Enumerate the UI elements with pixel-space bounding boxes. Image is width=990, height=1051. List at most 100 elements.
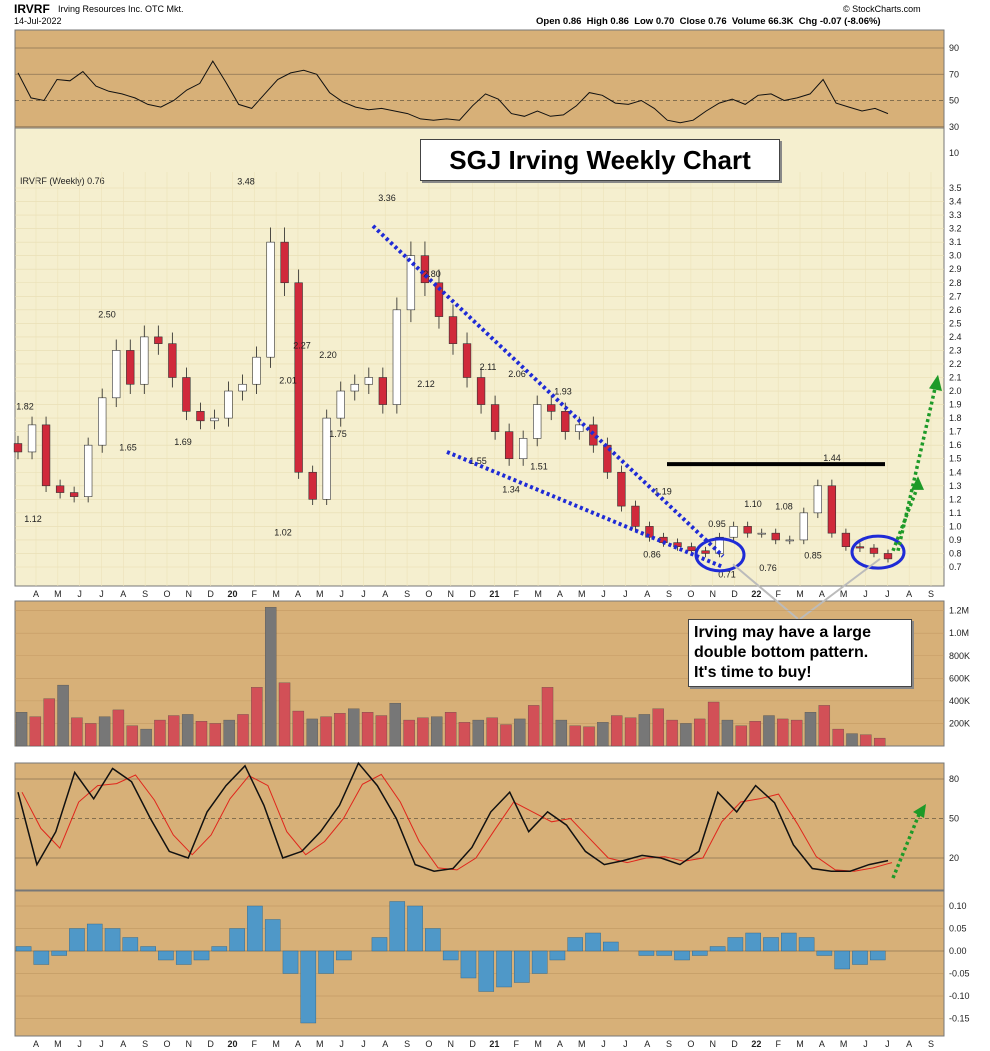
price-tick-label: 1.7 — [949, 427, 962, 437]
macd-bar — [33, 950, 50, 965]
candle-down — [617, 471, 626, 507]
price-value-label: 1.02 — [274, 528, 292, 538]
macd-bar — [264, 919, 281, 952]
volume-tick-label: 1.0M — [949, 628, 969, 638]
macd-bar — [585, 932, 601, 952]
stochastic-line — [17, 761, 889, 872]
candle-down — [673, 542, 682, 547]
macd-bar — [745, 932, 761, 952]
month-label: O — [425, 589, 432, 599]
candle-up — [27, 424, 37, 453]
macd-bar — [371, 937, 388, 952]
month-label-bottom: A — [819, 1039, 825, 1049]
macd-bar — [229, 928, 245, 952]
candle-down — [462, 343, 472, 378]
month-label: 22 — [751, 589, 761, 599]
candle-down — [182, 377, 191, 412]
candle-up — [322, 417, 331, 500]
price-value-label: 0.85 — [804, 551, 822, 561]
volume-bar — [624, 717, 637, 747]
volume-bar — [43, 698, 55, 747]
month-label-bottom: J — [863, 1039, 868, 1049]
brand-label: © StockCharts.com — [843, 4, 921, 14]
volume-bar — [361, 712, 374, 747]
price-tick-label: 2.7 — [949, 291, 962, 301]
month-label: S — [666, 589, 672, 599]
macd-bar — [318, 950, 334, 974]
month-label-bottom: M — [316, 1039, 324, 1049]
price-tick-label: 1.9 — [949, 400, 962, 410]
volume-bar — [431, 716, 443, 747]
price-value-label: 1.08 — [775, 502, 793, 512]
volume-bar — [278, 682, 291, 747]
volume-bar — [154, 719, 166, 747]
volume-bar — [237, 714, 249, 747]
candle-up — [112, 350, 121, 399]
price-tick-label: 3.1 — [949, 237, 962, 247]
volume-bar — [818, 705, 831, 747]
macd-tick-label: 0.05 — [949, 924, 967, 934]
month-label: N — [448, 589, 455, 599]
candle-up — [799, 512, 808, 541]
candle-up — [140, 336, 149, 385]
volume-tick-label: 1.2M — [949, 606, 969, 616]
price-value-label: 1.19 — [654, 487, 672, 497]
stochastic-tick-label: 50 — [949, 814, 959, 824]
candle-up — [238, 383, 247, 392]
price-tick-label: 3.0 — [949, 251, 962, 261]
month-label: M — [796, 589, 804, 599]
volume-bar — [71, 717, 83, 747]
macd-bar — [425, 928, 441, 952]
month-label: J — [623, 589, 628, 599]
month-label: 21 — [489, 589, 499, 599]
month-label: J — [339, 589, 344, 599]
month-label-bottom: F — [252, 1039, 258, 1049]
month-label-bottom: S — [142, 1039, 148, 1049]
candle-up — [266, 241, 275, 358]
month-label-bottom: D — [731, 1039, 738, 1049]
green-arrowhead-3 — [913, 804, 926, 818]
price-value-label: 0.86 — [643, 549, 661, 559]
candle-up — [519, 438, 528, 460]
macd-bar — [69, 928, 85, 952]
macd-bar — [175, 950, 192, 965]
macd-bar — [727, 937, 744, 952]
month-label: A — [557, 589, 563, 599]
month-label: O — [687, 589, 694, 599]
price-value-label: 1.93 — [554, 387, 572, 397]
macd-bar — [781, 932, 797, 952]
rsi-panel — [14, 29, 945, 129]
month-label-bottom: N — [709, 1039, 716, 1049]
volume-bar — [223, 719, 235, 747]
price-value-label: 1.55 — [469, 456, 487, 466]
macd-bar — [496, 950, 512, 988]
volume-bar — [749, 721, 761, 747]
bottom-circle-right — [850, 534, 906, 570]
candle-down — [154, 336, 163, 344]
candle-down — [490, 404, 500, 432]
volume-bar — [583, 726, 595, 747]
price-value-label: 1.75 — [329, 429, 347, 439]
callout-line-1: Irving may have a large — [694, 624, 871, 641]
volume-tick-label: 800K — [949, 651, 970, 661]
macd-bar — [638, 950, 655, 956]
candle-up — [406, 255, 416, 311]
price-value-label: 1.69 — [174, 437, 192, 447]
price-value-label: 1.44 — [823, 453, 841, 463]
price-value-label: 1.65 — [119, 442, 137, 452]
candle-down — [771, 532, 780, 541]
volume-bar — [846, 733, 858, 747]
upper-trendline — [371, 224, 725, 558]
month-label: A — [120, 589, 126, 599]
callout-box: Irving may have a large double bottom pa… — [688, 619, 912, 687]
price-tick-label: 2.0 — [949, 386, 962, 396]
month-label: M — [54, 589, 62, 599]
macd-bar — [300, 950, 317, 1024]
month-label: J — [863, 589, 868, 599]
month-label-bottom: M — [796, 1039, 804, 1049]
month-label-bottom: J — [601, 1039, 606, 1049]
price-tick-label: 1.3 — [949, 481, 962, 491]
month-label: F — [513, 589, 519, 599]
macd-bar — [193, 950, 210, 961]
volume-bar — [98, 716, 111, 747]
